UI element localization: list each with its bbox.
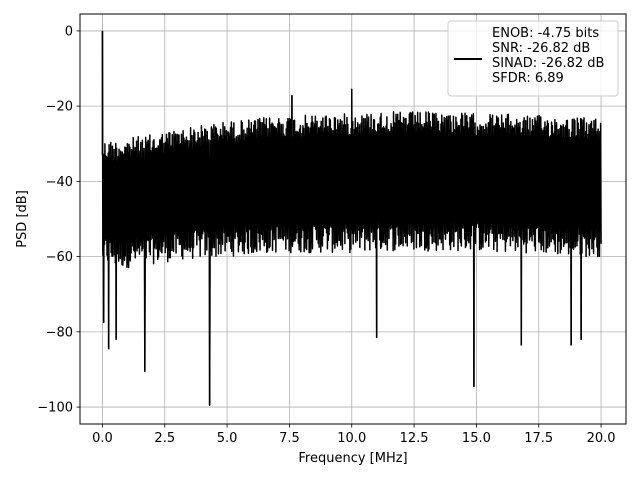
x-tick-label: 12.5 [400, 431, 429, 446]
ticks: 0.0 2.5 5.0 7.5 10.0 12.5 15.0 17.5 20.0 0 −20 −40 −… [37, 24, 615, 446]
legend-entry-line-2: SNR: -26.82 dB [492, 41, 590, 56]
y-axis-label: PSD [dB] [15, 190, 30, 248]
y-tick-label: −80 [46, 325, 73, 340]
x-tick-label: 20.0 [587, 431, 616, 446]
y-tick-label: −20 [46, 100, 73, 115]
y-tick-label: −40 [46, 175, 73, 190]
legend-entry-line-4: SFDR: 6.89 [492, 71, 564, 86]
x-tick-label: 10.0 [337, 431, 366, 446]
x-tick-label: 5.0 [217, 431, 238, 446]
psd-series-line [101, 30, 602, 406]
legend-box [447, 20, 619, 97]
plot-frame [79, 13, 627, 425]
x-tick-label: 2.5 [154, 431, 175, 446]
x-tick-label: 0.0 [92, 431, 113, 446]
legend-entry-line-1: ENOB: -4.75 bits [492, 26, 599, 41]
y-tick-label: −100 [37, 401, 73, 416]
x-tick-label: 7.5 [279, 431, 300, 446]
legend-entry-line-3: SINAD: -26.82 dB [492, 56, 604, 71]
legend: ENOB: -4.75 bits SNR: -26.82 dB SINAD: -… [447, 20, 619, 97]
x-axis-label: Frequency [MHz] [298, 451, 407, 466]
x-tick-label: 17.5 [524, 431, 553, 446]
x-tick-label: 15.0 [462, 431, 491, 446]
series-layer [101, 30, 602, 406]
y-tick-label: −60 [46, 250, 73, 265]
y-tick-label: 0 [65, 24, 73, 39]
